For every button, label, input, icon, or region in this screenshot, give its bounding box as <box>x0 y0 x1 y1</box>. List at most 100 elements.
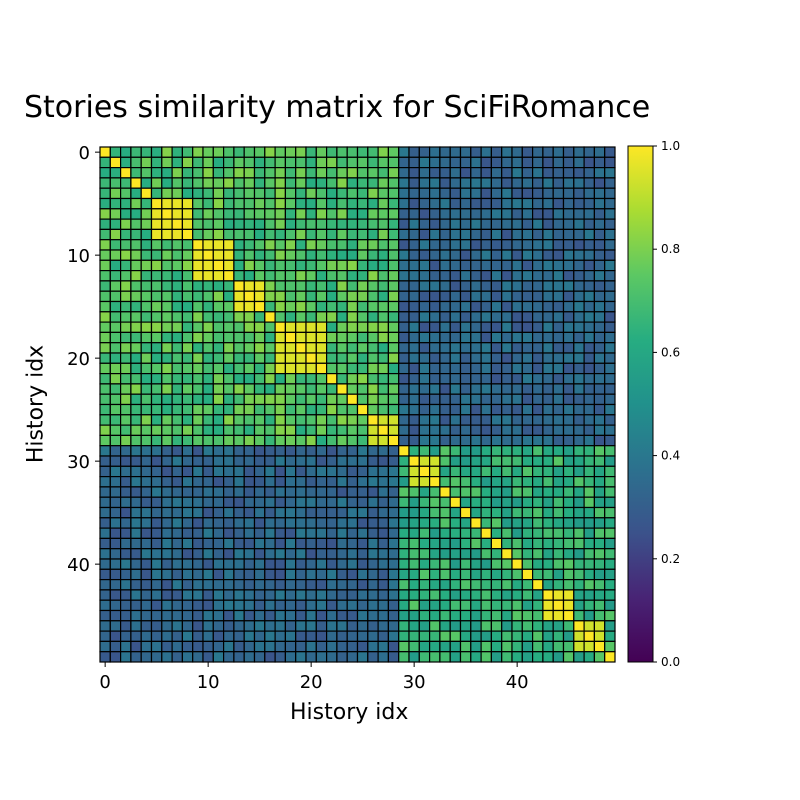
heatmap-cell <box>501 321 513 334</box>
heatmap-cell <box>336 640 348 653</box>
heatmap-cell <box>470 167 482 179</box>
heatmap-cell <box>192 517 204 529</box>
heatmap-cell <box>480 589 493 601</box>
heatmap-cell <box>418 496 431 509</box>
heatmap-cell <box>150 167 163 179</box>
heatmap-cell <box>284 630 297 642</box>
heatmap-cell <box>490 197 503 210</box>
heatmap-cell <box>284 352 297 364</box>
heatmap-cell <box>521 249 534 261</box>
heatmap-cell <box>511 300 523 313</box>
heatmap-cell <box>99 331 111 344</box>
heatmap-cell <box>408 208 420 220</box>
heatmap-cell <box>161 146 173 158</box>
heatmap-cell <box>573 187 585 200</box>
heatmap-cell <box>459 414 472 426</box>
heatmap-cell <box>212 517 225 529</box>
heatmap-cell <box>202 465 214 478</box>
heatmap-cell <box>511 146 523 158</box>
heatmap-cell <box>511 651 523 663</box>
heatmap-cell <box>150 373 163 385</box>
heatmap-cell <box>480 578 493 591</box>
heatmap-cell <box>511 620 523 632</box>
heatmap-cell <box>130 383 142 395</box>
heatmap-cell <box>305 414 317 426</box>
heatmap-cell <box>284 228 297 241</box>
heatmap-cell <box>295 527 307 539</box>
heatmap-cell <box>531 300 544 313</box>
heatmap-cell <box>408 167 420 179</box>
heatmap-cell <box>315 167 328 179</box>
heatmap-cell <box>408 362 420 375</box>
heatmap-cell <box>284 270 297 282</box>
heatmap-cell <box>449 537 462 550</box>
heatmap-cell <box>418 620 431 632</box>
heatmap-cell <box>439 393 451 406</box>
heatmap-cell <box>336 146 348 158</box>
heatmap-cell <box>367 321 379 334</box>
heatmap-cell <box>377 465 390 478</box>
heatmap-cell <box>171 445 184 457</box>
heatmap-cell <box>356 146 369 158</box>
heatmap-cell <box>315 445 328 457</box>
heatmap-cell <box>377 146 390 158</box>
heatmap-cell <box>171 630 184 642</box>
heatmap-cell <box>511 445 523 457</box>
heatmap-cell <box>439 506 451 519</box>
heatmap-cell <box>387 527 400 539</box>
heatmap-cell <box>253 280 266 292</box>
heatmap-cell <box>593 548 606 560</box>
heatmap-cell <box>326 414 338 426</box>
heatmap-cell <box>202 311 214 323</box>
heatmap-cell <box>387 445 400 457</box>
heatmap-cell <box>119 187 132 200</box>
heatmap-cell <box>161 300 173 313</box>
heatmap-cell <box>418 465 431 478</box>
heatmap-cell <box>223 373 235 385</box>
heatmap-cell <box>418 249 431 261</box>
heatmap-cell <box>253 259 266 272</box>
heatmap-cell <box>264 609 276 622</box>
heatmap-cell <box>202 197 214 210</box>
heatmap-cell <box>604 156 616 169</box>
heatmap-cell <box>398 445 410 457</box>
heatmap-cell <box>150 558 163 570</box>
heatmap-cell <box>326 599 338 612</box>
heatmap-cell <box>284 537 297 550</box>
heatmap-cell <box>161 259 173 272</box>
heatmap-cell <box>501 146 513 158</box>
heatmap-cell <box>356 651 369 663</box>
heatmap-cell <box>130 197 142 210</box>
heatmap-cell <box>367 496 379 509</box>
heatmap-cell <box>356 527 369 539</box>
heatmap-cell <box>140 228 153 241</box>
heatmap-cell <box>562 373 575 385</box>
heatmap-cell <box>562 506 575 519</box>
heatmap-cell <box>295 187 307 200</box>
heatmap-cell <box>233 548 245 560</box>
heatmap-cell <box>253 558 266 570</box>
heatmap-cell <box>429 156 441 169</box>
heatmap-cell <box>398 290 410 303</box>
heatmap-cell <box>192 496 204 509</box>
heatmap-cell <box>367 568 379 581</box>
heatmap-cell <box>284 455 297 467</box>
heatmap-cell <box>387 517 400 529</box>
heatmap-cell <box>212 300 225 313</box>
heatmap-cell <box>253 218 266 231</box>
heatmap-cell <box>429 177 441 189</box>
heatmap-cell <box>326 393 338 406</box>
heatmap-cell <box>305 455 317 467</box>
heatmap-cell <box>284 290 297 303</box>
heatmap-cell <box>356 414 369 426</box>
heatmap-cell <box>356 270 369 282</box>
heatmap-cell <box>418 537 431 550</box>
heatmap-cell <box>439 187 451 200</box>
heatmap-cell <box>315 651 328 663</box>
heatmap-cell <box>398 383 410 395</box>
heatmap-cell <box>480 218 493 231</box>
heatmap-cell <box>562 651 575 663</box>
heatmap-cell <box>521 517 534 529</box>
heatmap-cell <box>377 578 390 591</box>
heatmap-cell <box>171 311 184 323</box>
